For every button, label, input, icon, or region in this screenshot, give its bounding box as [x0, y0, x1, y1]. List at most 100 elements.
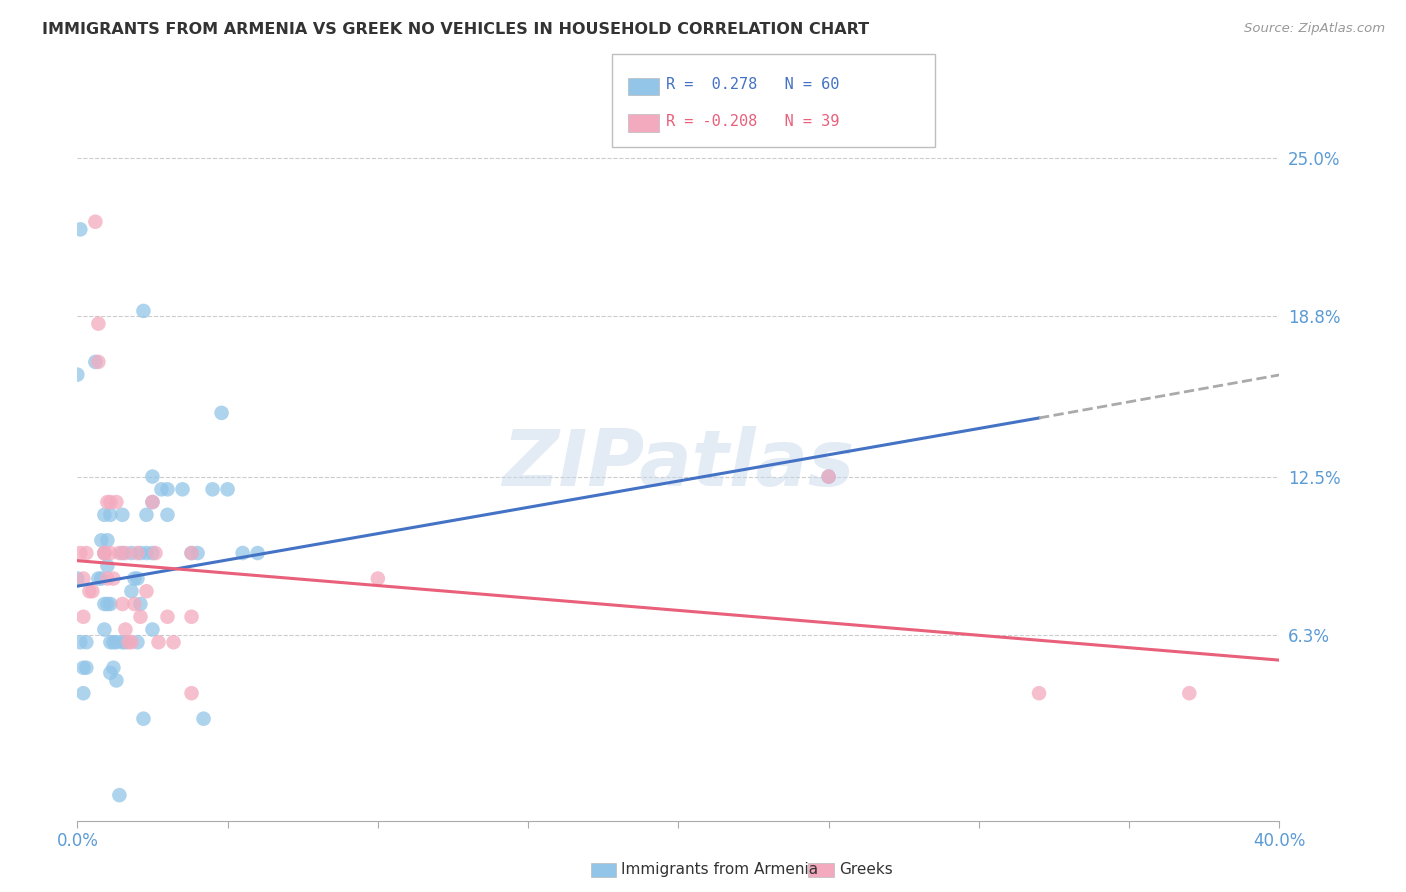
- Point: [367, 572, 389, 586]
- Point: [120, 635, 142, 649]
- Point: [201, 483, 224, 497]
- Point: [111, 508, 134, 522]
- Point: [111, 597, 134, 611]
- Point: [100, 665, 122, 680]
- Point: [93, 597, 115, 611]
- Text: IMMIGRANTS FROM ARMENIA VS GREEK NO VEHICLES IN HOUSEHOLD CORRELATION CHART: IMMIGRANTS FROM ARMENIA VS GREEK NO VEHI…: [42, 22, 869, 37]
- Point: [180, 546, 202, 560]
- Point: [135, 508, 157, 522]
- Point: [103, 572, 125, 586]
- Point: [72, 686, 94, 700]
- Point: [111, 635, 134, 649]
- Point: [127, 635, 149, 649]
- Point: [96, 558, 118, 573]
- Point: [132, 304, 155, 318]
- Point: [132, 712, 155, 726]
- Point: [93, 508, 115, 522]
- Point: [87, 355, 110, 369]
- Text: R = -0.208   N = 39: R = -0.208 N = 39: [666, 114, 839, 129]
- Point: [93, 546, 115, 560]
- Point: [90, 572, 112, 586]
- Point: [111, 546, 134, 560]
- Point: [817, 469, 839, 483]
- Point: [100, 546, 122, 560]
- Point: [108, 546, 131, 560]
- Point: [156, 609, 179, 624]
- Point: [114, 635, 136, 649]
- Point: [187, 546, 209, 560]
- Point: [66, 368, 89, 382]
- Point: [69, 222, 91, 236]
- Point: [82, 584, 104, 599]
- Point: [108, 788, 131, 802]
- Point: [69, 546, 91, 560]
- Point: [103, 635, 125, 649]
- Point: [129, 546, 152, 560]
- Point: [87, 317, 110, 331]
- Point: [120, 546, 142, 560]
- Point: [141, 495, 163, 509]
- Point: [66, 572, 89, 586]
- Point: [232, 546, 254, 560]
- Point: [141, 623, 163, 637]
- Point: [156, 508, 179, 522]
- Point: [75, 661, 97, 675]
- Text: ZIPatlas: ZIPatlas: [502, 425, 855, 502]
- Point: [72, 572, 94, 586]
- Point: [246, 546, 269, 560]
- Point: [180, 546, 202, 560]
- Point: [127, 572, 149, 586]
- Point: [135, 546, 157, 560]
- Point: [84, 355, 107, 369]
- Point: [1178, 686, 1201, 700]
- Point: [162, 635, 184, 649]
- Text: Source: ZipAtlas.com: Source: ZipAtlas.com: [1244, 22, 1385, 36]
- Text: Immigrants from Armenia: Immigrants from Armenia: [621, 863, 818, 877]
- Point: [148, 635, 170, 649]
- Point: [72, 661, 94, 675]
- Point: [100, 495, 122, 509]
- Point: [79, 584, 101, 599]
- Point: [105, 673, 128, 688]
- Point: [69, 635, 91, 649]
- Point: [150, 483, 173, 497]
- Point: [114, 623, 136, 637]
- Point: [100, 635, 122, 649]
- Point: [817, 469, 839, 483]
- Point: [93, 623, 115, 637]
- Point: [96, 533, 118, 548]
- Point: [145, 546, 167, 560]
- Point: [172, 483, 194, 497]
- Point: [93, 546, 115, 560]
- Point: [100, 508, 122, 522]
- Point: [100, 597, 122, 611]
- Point: [105, 635, 128, 649]
- Text: R =  0.278   N = 60: R = 0.278 N = 60: [666, 78, 839, 92]
- Point: [129, 609, 152, 624]
- Point: [141, 469, 163, 483]
- Point: [72, 609, 94, 624]
- Point: [180, 609, 202, 624]
- Point: [93, 546, 115, 560]
- Point: [141, 546, 163, 560]
- Point: [141, 495, 163, 509]
- Point: [84, 215, 107, 229]
- Point: [96, 495, 118, 509]
- Point: [117, 635, 139, 649]
- Point: [124, 597, 146, 611]
- Point: [103, 661, 125, 675]
- Point: [96, 597, 118, 611]
- Point: [135, 584, 157, 599]
- Point: [180, 686, 202, 700]
- Point: [96, 572, 118, 586]
- Point: [129, 597, 152, 611]
- Point: [114, 546, 136, 560]
- Point: [156, 483, 179, 497]
- Point: [87, 572, 110, 586]
- Text: Greeks: Greeks: [839, 863, 893, 877]
- Point: [217, 483, 239, 497]
- Point: [211, 406, 233, 420]
- Point: [75, 546, 97, 560]
- Point: [124, 572, 146, 586]
- Point: [127, 546, 149, 560]
